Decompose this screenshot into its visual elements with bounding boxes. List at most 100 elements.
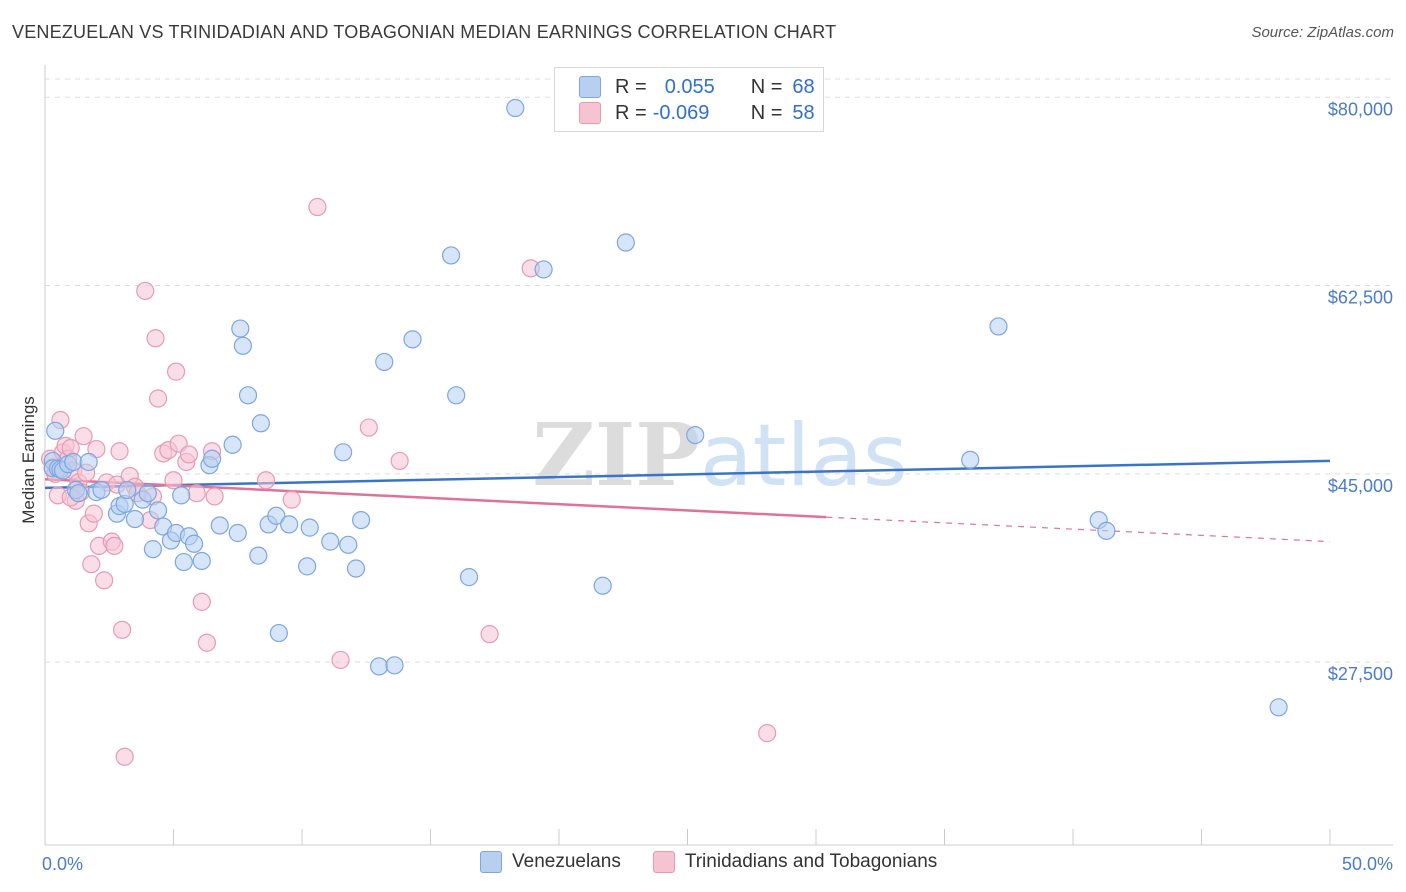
venezuelan-point [223,435,242,454]
venezuelan-point [64,452,83,472]
legend-row-venezuelans: R = 0.055 N = 68 [579,74,815,100]
y-tick-label: $80,000 [1328,99,1393,119]
trinidadian-point [164,471,183,490]
trinidadian-point [758,724,777,743]
trinidadian-point [390,451,409,471]
venezuelan-point [616,233,635,252]
trinidadian-point [82,555,101,574]
series-trinidadians-points [41,197,777,766]
trinidadian-point [148,389,168,408]
venezuelan-point [593,576,612,595]
legend-item-venezuelans: Venezuelans [480,851,621,873]
legend-r-value: 0.055 [664,75,715,98]
trinidadian-point [205,487,224,506]
legend-r-value: -0.069 [652,101,710,124]
venezuelan-point [46,421,65,440]
y-tick-label: $45,000 [1328,476,1393,496]
y-axis-label: Median Earnings [19,396,38,524]
trinidadian-point [105,536,124,556]
venezuelan-point [233,336,252,355]
trinidadian-point [166,362,186,381]
legend-n-label: N = [750,75,783,98]
trend-line-dashed [826,516,1331,543]
venezuelan-point [321,532,340,551]
venezuelan-point [339,535,358,554]
venezuelan-point [334,443,353,462]
venezuelan-point [370,657,389,676]
series-legend: Venezuelans Trinidadians and Tobagonians [480,851,969,873]
trinidadian-point [146,329,165,348]
venezuelan-point [228,523,247,543]
venezuelan-point [280,515,299,534]
legend-n-value: 68 [792,75,815,98]
venezuelan-point [143,540,163,559]
venezuelan-point [1097,521,1116,540]
venezuelan-point [174,552,193,572]
trinidadian-point [308,197,327,217]
trinidadian-point [282,490,301,509]
venezuelan-point [1269,698,1288,717]
series-venezuelans-points [43,98,1288,717]
grid-lines [45,78,1393,663]
trinidadian-point [187,484,206,503]
chart-title: VENEZUELAN VS TRINIDADIAN AND TOBAGONIAN… [12,22,837,42]
source-credit: Source: ZipAtlas.com [1251,24,1394,41]
trinidadian-point [480,625,499,644]
venezuelan-point [961,450,980,469]
venezuelan-point [267,506,286,525]
legend-label-trinidadians: Trinidadians and Tobagonians [684,851,938,872]
x-tick-label-min: 0.0% [42,854,83,874]
x-tick-label-max: 50.0% [1342,854,1393,874]
venezuelan-point [125,509,145,529]
legend-n-label: N = [750,101,783,124]
venezuelan-point [459,568,479,587]
venezuelan-point [403,330,422,349]
venezuelan-point [534,260,553,279]
venezuelan-point [375,352,394,372]
watermark: ZIPatlas [532,405,908,506]
legend-item-trinidadians: Trinidadians and Tobagonians [652,851,938,873]
venezuelan-point [184,534,204,553]
trinidadian-point [331,650,350,670]
venezuelan-point [138,484,157,503]
legend-r-label: R = [615,75,647,98]
trinidadian-point [110,442,129,461]
venezuelan-point [79,452,98,472]
legend-swatch-trinidadians [652,851,675,873]
trinidadian-point [359,418,378,437]
watermark-atlas: atlas [700,406,908,506]
venezuelan-point [251,414,270,433]
venezuelan-point [192,551,211,571]
venezuelan-point [118,480,137,500]
y-tick-label: $27,500 [1328,664,1393,684]
venezuelan-point [447,386,466,405]
trinidadian-point [197,633,217,652]
venezuelan-point [69,484,88,503]
venezuelan-point [300,518,319,537]
legend-r-label: R = [615,101,647,124]
venezuelan-point [989,317,1008,336]
tick-labels: $27,500 $45,000 $62,500 $80,000 0.0% 50.0% [42,99,1393,874]
venezuelan-point [269,623,288,643]
venezuelan-point [298,557,317,576]
watermark-zip: ZIP [532,405,700,506]
legend-row-trinidadians: R = -0.069 N = 58 [579,100,815,126]
legend-swatch-venezuelans [480,851,502,873]
venezuelan-point [506,98,525,118]
legend-swatch-blue [579,76,601,98]
legend-swatch-pink [579,102,601,124]
venezuelan-point [210,516,229,535]
venezuelan-point [172,486,191,505]
correlation-legend: R = 0.055 N = 68 R = -0.069 N = 58 [554,67,824,132]
venezuelan-point [231,319,250,338]
venezuelan-point [238,386,258,405]
trinidadian-point [192,592,211,611]
venezuelan-point [202,449,222,468]
legend-n-value: 58 [792,101,815,124]
venezuelan-point [352,510,371,530]
trinidadian-point [112,620,132,639]
venezuelan-point [385,656,404,675]
trinidadian-point [115,747,134,766]
trinidadian-point [95,571,114,590]
